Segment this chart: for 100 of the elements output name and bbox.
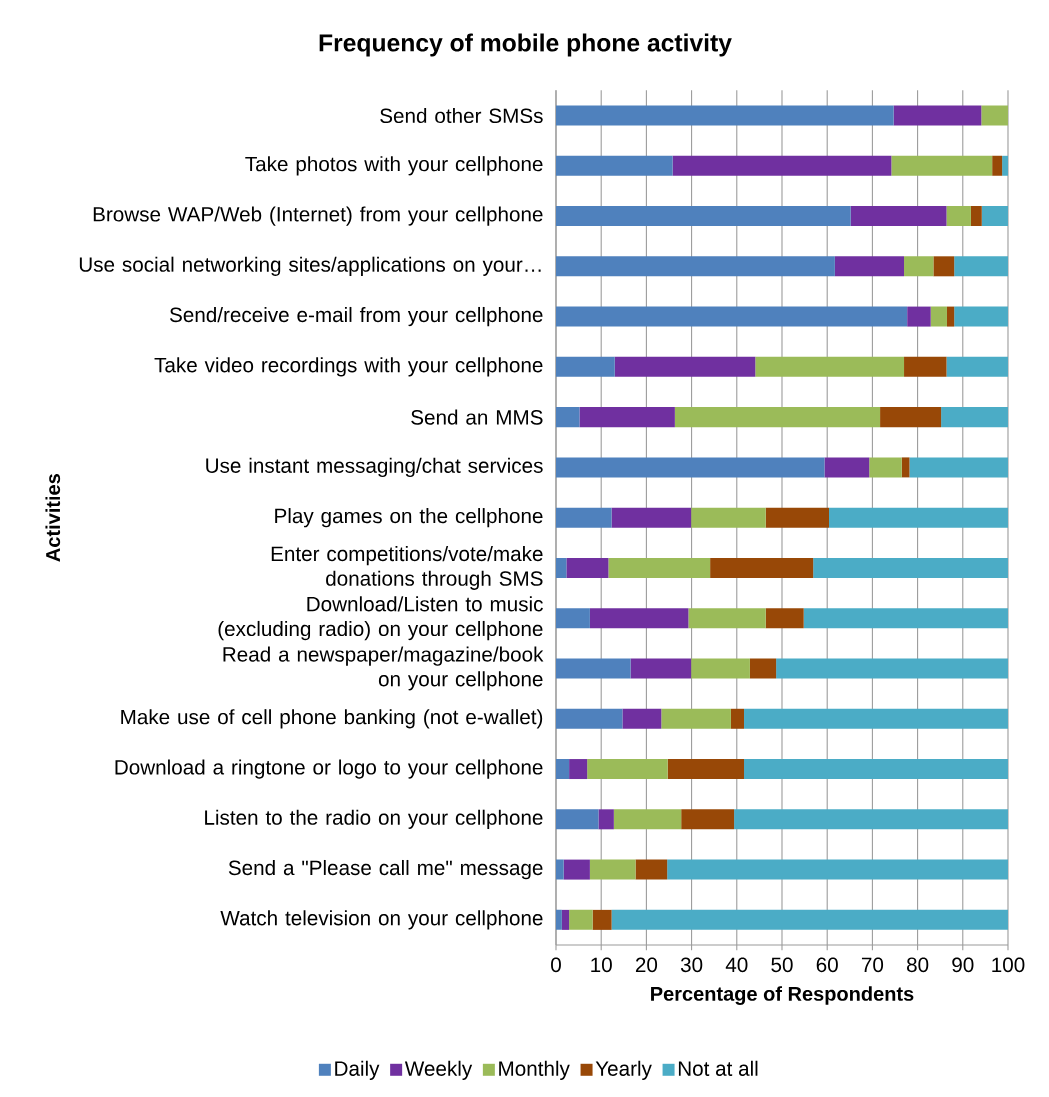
y-tick-label: Read a newspaper/magazine/book on your cellphone <box>223 646 544 691</box>
bar <box>907 306 931 327</box>
bar <box>813 557 1008 578</box>
bar <box>630 658 692 679</box>
bar <box>611 507 692 528</box>
y-tick-label: Listen to the radio on your cellphone <box>205 809 543 829</box>
bar <box>954 256 1008 277</box>
bar <box>555 658 631 679</box>
bar <box>555 759 570 780</box>
bar <box>614 356 756 377</box>
legend-label: Monthly <box>499 1060 570 1081</box>
y-tick-label: Send/receive e-mail from your cellphone <box>169 306 543 327</box>
bar <box>635 859 668 880</box>
bar <box>681 809 735 830</box>
y-tick-label: Send a "Please call me" message <box>228 859 543 880</box>
bar <box>954 306 1008 327</box>
x-tick-label: 50 <box>771 957 793 973</box>
x-tick-label: 20 <box>635 957 658 973</box>
x-tick-label: 60 <box>816 957 838 973</box>
bar <box>891 155 993 176</box>
bar <box>667 859 1008 880</box>
bar <box>555 507 612 528</box>
y-tick-label: Take video recordings with your cellphone <box>154 357 543 377</box>
bar <box>734 809 1008 830</box>
y-tick-label: Use instant messaging/chat services <box>206 457 543 478</box>
bar <box>691 658 750 679</box>
bar <box>569 759 588 780</box>
chart-title: Frequency of mobile phone activity <box>319 33 732 57</box>
y-tick-label: Download/Listen to music (excluding radio) on your cellphone <box>218 596 543 641</box>
bar <box>765 608 804 629</box>
bar <box>869 457 902 478</box>
y-tick-label: Send an MMS <box>411 409 543 425</box>
bar <box>592 909 612 930</box>
bar <box>688 608 766 629</box>
bar <box>930 306 947 327</box>
bar <box>555 256 835 277</box>
bar <box>555 457 825 478</box>
bar <box>555 909 562 930</box>
y-tick-label: Download a ringtone or logo to your cellphone <box>115 759 543 779</box>
bar <box>661 708 731 729</box>
bar <box>608 557 711 578</box>
x-tick-label: 90 <box>952 957 974 973</box>
bar <box>941 407 1008 428</box>
y-axis-title: Activities <box>45 474 61 562</box>
y-tick-label: Take photos with your cellphone <box>245 156 543 176</box>
bar <box>765 507 829 528</box>
bar <box>829 507 1008 528</box>
y-tick-label: Browse WAP/Web (Internet) from your cellphone <box>93 206 543 226</box>
x-tick-label: 80 <box>907 957 929 973</box>
bar <box>561 909 570 930</box>
bar <box>691 507 766 528</box>
bar <box>613 809 682 830</box>
bar <box>579 407 675 428</box>
bar <box>744 708 1008 729</box>
x-tick-label: 10 <box>591 957 612 973</box>
bar <box>555 155 673 176</box>
bar <box>893 105 982 126</box>
bar <box>589 859 636 880</box>
bar <box>589 608 689 629</box>
bar <box>904 356 947 377</box>
x-tick-label: 40 <box>725 957 748 973</box>
bar <box>850 206 947 227</box>
bar <box>946 356 1008 377</box>
bar <box>904 256 934 277</box>
bar <box>749 658 777 679</box>
bar <box>555 708 623 729</box>
bar <box>803 608 1008 629</box>
bar <box>555 306 908 327</box>
x-tick-label: 30 <box>680 957 703 973</box>
y-tick-label: Use social networking sites/applications on your… <box>79 256 541 276</box>
bar <box>970 206 982 227</box>
bar <box>667 759 745 780</box>
y-tick-label: Make use of cell phone banking (not e-wallet) <box>121 709 543 729</box>
bar <box>569 909 593 930</box>
legend-label: Weekly <box>404 1060 473 1081</box>
x-tick-label: 0 <box>551 957 561 973</box>
bar <box>587 759 668 780</box>
bar <box>555 105 894 126</box>
bar <box>555 206 851 227</box>
bar <box>933 256 955 277</box>
legend-label: Daily <box>335 1060 380 1081</box>
bar <box>555 557 567 578</box>
bar <box>744 759 1008 780</box>
bar <box>674 407 881 428</box>
bar <box>555 859 564 880</box>
bar <box>598 809 614 830</box>
bar <box>834 256 905 277</box>
legend-label: Not at all <box>678 1060 758 1076</box>
x-axis-title: Percentage of Respondents <box>651 986 914 1005</box>
bar <box>880 407 942 428</box>
bar <box>992 155 1003 176</box>
bar <box>730 708 745 729</box>
bar <box>555 809 599 830</box>
bar <box>909 457 1008 478</box>
x-tick-label: 100 <box>992 957 1025 973</box>
y-tick-label: Enter competitions/vote/make donations through SMS <box>271 545 543 590</box>
bar <box>555 608 590 629</box>
bar <box>563 859 590 880</box>
bar <box>755 356 905 377</box>
y-tick-label: Send other SMSs <box>380 107 543 124</box>
